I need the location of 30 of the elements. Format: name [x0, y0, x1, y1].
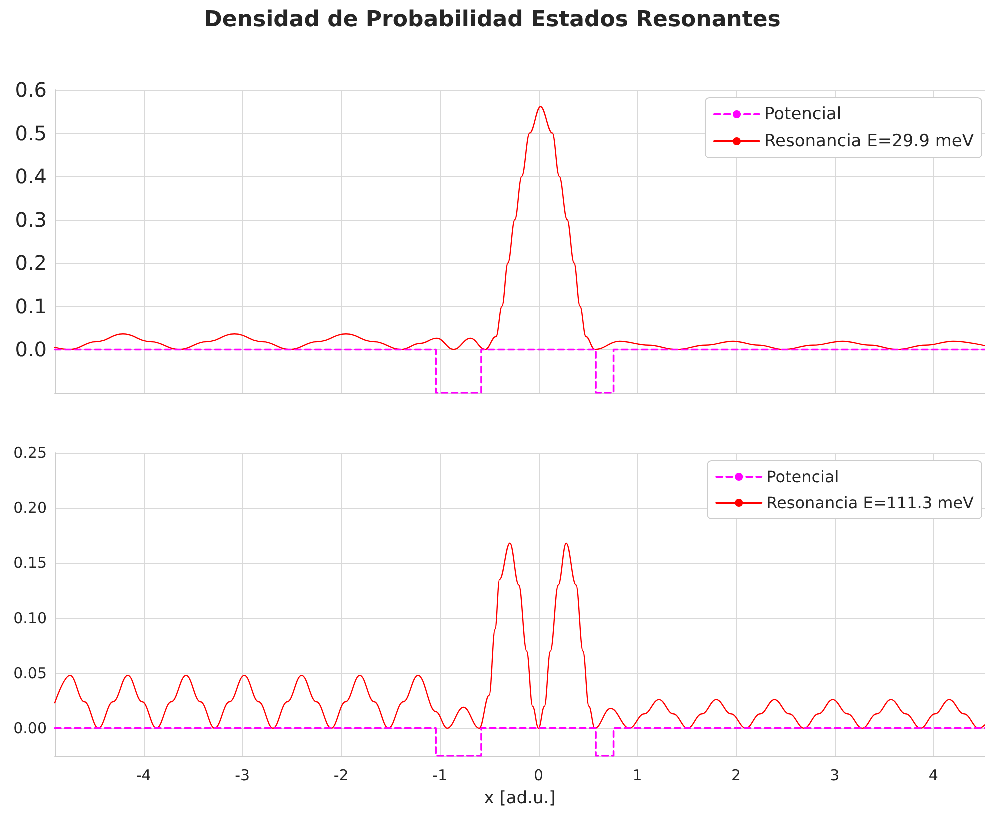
x-tick-label: -4 [136, 766, 152, 784]
line-series [54, 106, 985, 350]
y-tick-label: 0.00 [14, 719, 47, 738]
y-tick-label: 0.2 [15, 251, 47, 276]
x-tick-label: -3 [235, 766, 250, 784]
legend-label: Resonancia E=111.3 meV [766, 494, 974, 512]
y-tick-label: 0.3 [15, 208, 47, 232]
y-tick-label: 0.20 [14, 499, 47, 518]
y-tick-label: 0.4 [15, 164, 47, 189]
x-tick-label: -1 [432, 766, 448, 784]
x-tick-label: 4 [928, 766, 938, 784]
y-tick-label: 0.0 [15, 338, 47, 362]
x-tick-label: 1 [632, 766, 642, 784]
chart-title: Densidad de Probabilidad Estados Resonantes [204, 8, 781, 32]
legend-label: Potencial [764, 104, 842, 124]
x-tick-label: -2 [334, 766, 349, 784]
y-tick-label: 0.25 [14, 444, 47, 462]
legend-label: Potencial [766, 468, 840, 486]
x-tick-label: 2 [731, 766, 741, 784]
legend-label: Resonancia E=29.9 meV [764, 132, 974, 152]
y-tick-label: 0.05 [14, 664, 47, 682]
x-tick-label: 0 [534, 766, 544, 784]
line-series [54, 542, 985, 730]
y-tick-label: 0.1 [15, 294, 47, 318]
y-tick-label: 0.5 [15, 121, 47, 146]
x-axis-title: x [ad.u.] [484, 788, 556, 808]
y-tick-label: 0.10 [14, 609, 47, 628]
x-tick-label: 3 [830, 766, 840, 784]
y-tick-label: 0.15 [14, 554, 47, 572]
y-tick-label: 0.6 [15, 78, 47, 102]
